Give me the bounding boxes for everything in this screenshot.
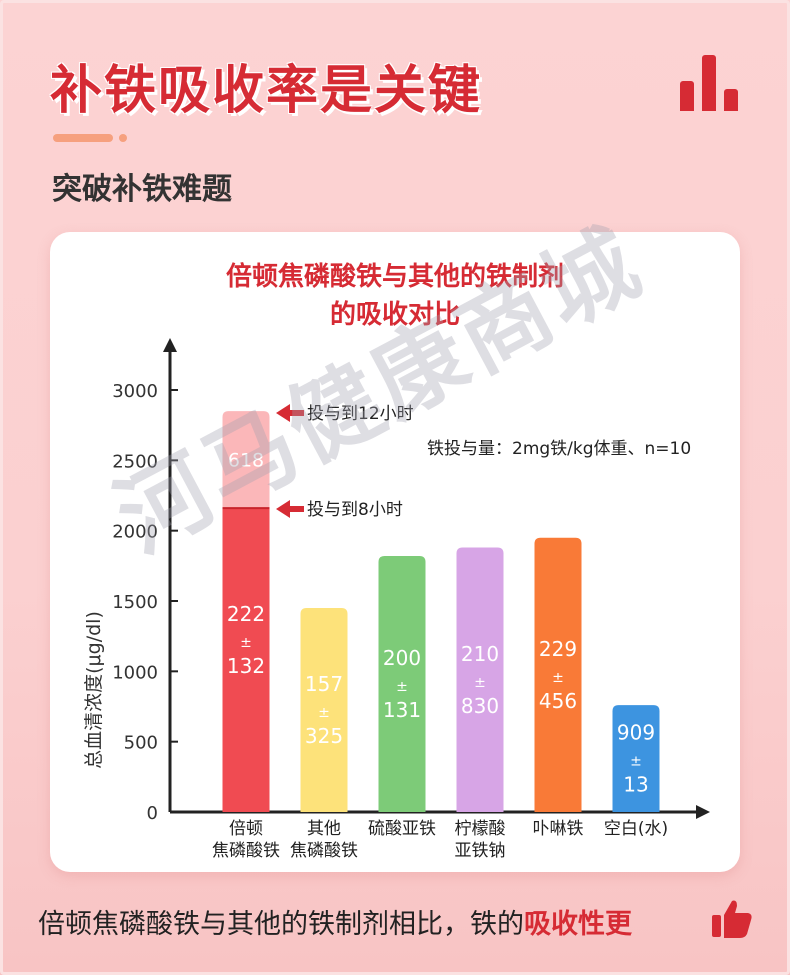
category-label: 硫酸亚铁	[368, 819, 436, 839]
footer-highlight: 吸收性更	[524, 909, 632, 940]
annotation-arrow-icon	[276, 500, 290, 518]
y-tick-label: 2000	[112, 522, 158, 543]
y-axis-arrow	[163, 338, 177, 352]
thumbs-up-icon	[712, 900, 752, 938]
category-label: 亚铁钠	[455, 841, 506, 861]
footer-main: 倍顿焦磷酸铁与其他的铁制剂相比，铁的	[38, 909, 524, 940]
decorative-dash	[53, 134, 113, 142]
chart-title-line2: 的吸收对比	[329, 300, 460, 330]
bar-data-label: 830	[461, 694, 499, 718]
y-axis-label: 总血清浓度(μg/dl)	[83, 611, 105, 769]
footer-text: 倍顿焦磷酸铁与其他的铁制剂相比，铁的吸收性更	[38, 902, 632, 941]
annotation-label: 投与到8小时	[307, 500, 403, 520]
bar	[222, 508, 270, 812]
page-subtitle: 突破补铁难题	[52, 172, 232, 207]
x-axis-arrow	[696, 805, 710, 819]
bar-data-label: 909	[617, 721, 655, 745]
bar-data-label: ±	[474, 675, 486, 691]
y-tick-label: 1000	[112, 662, 158, 683]
bar-data-label: ±	[552, 670, 564, 686]
bar-data-label: 132	[227, 654, 265, 678]
bar-data-label: ±	[240, 635, 252, 651]
y-tick-label: 2500	[112, 451, 158, 472]
category-label: 空白(水)	[604, 819, 668, 839]
category-label: 卟啉铁	[533, 819, 584, 839]
category-label: 其他	[307, 819, 341, 839]
decorative-dot	[119, 134, 127, 142]
chart-title-line1: 倍顿焦磷酸铁与其他的铁制剂	[225, 262, 564, 292]
bar-data-label: 229	[539, 637, 577, 661]
annotation-label: 投与到12小时	[307, 404, 414, 424]
y-tick-label: 0	[147, 803, 158, 824]
category-label: 焦磷酸铁	[290, 841, 358, 861]
bar-segment-upper	[222, 411, 270, 509]
bar-data-label: 210	[461, 642, 499, 666]
annotation-arrow-shaft	[288, 410, 304, 416]
category-label: 倍顿	[229, 819, 263, 839]
chart-note: 铁投与量：2mg铁/kg体重、n=10	[427, 439, 691, 459]
chart-title: 倍顿焦磷酸铁与其他的铁制剂 的吸收对比	[50, 258, 740, 334]
bar-data-label: 200	[383, 646, 421, 670]
page-title: 补铁吸收率是关键	[50, 61, 483, 121]
bar	[378, 555, 426, 812]
y-tick-label: 1500	[112, 592, 158, 613]
bar	[534, 537, 582, 812]
bar-data-label: ±	[630, 754, 642, 770]
bar-data-label: 456	[539, 689, 577, 713]
category-label: 柠檬酸	[455, 819, 506, 839]
bar	[456, 547, 504, 812]
bar-data-label: 131	[383, 698, 421, 722]
bar-data-label: ±	[396, 679, 408, 695]
y-tick-label: 3000	[112, 381, 158, 402]
bar-data-label: 13	[623, 773, 648, 797]
bar-data-label: 222	[227, 602, 265, 626]
bar-chart-icon	[680, 55, 740, 111]
annotation-arrow-icon	[276, 404, 290, 422]
bar-data-label: 618	[228, 450, 264, 472]
bar-data-label: ±	[318, 705, 330, 721]
bar-data-label: 325	[305, 724, 343, 748]
category-label: 焦磷酸铁	[212, 841, 280, 861]
bar	[300, 608, 348, 812]
annotation-arrow-shaft	[288, 506, 304, 512]
y-tick-label: 500	[124, 733, 158, 754]
bar	[612, 705, 660, 812]
bar-data-label: 157	[305, 672, 343, 696]
